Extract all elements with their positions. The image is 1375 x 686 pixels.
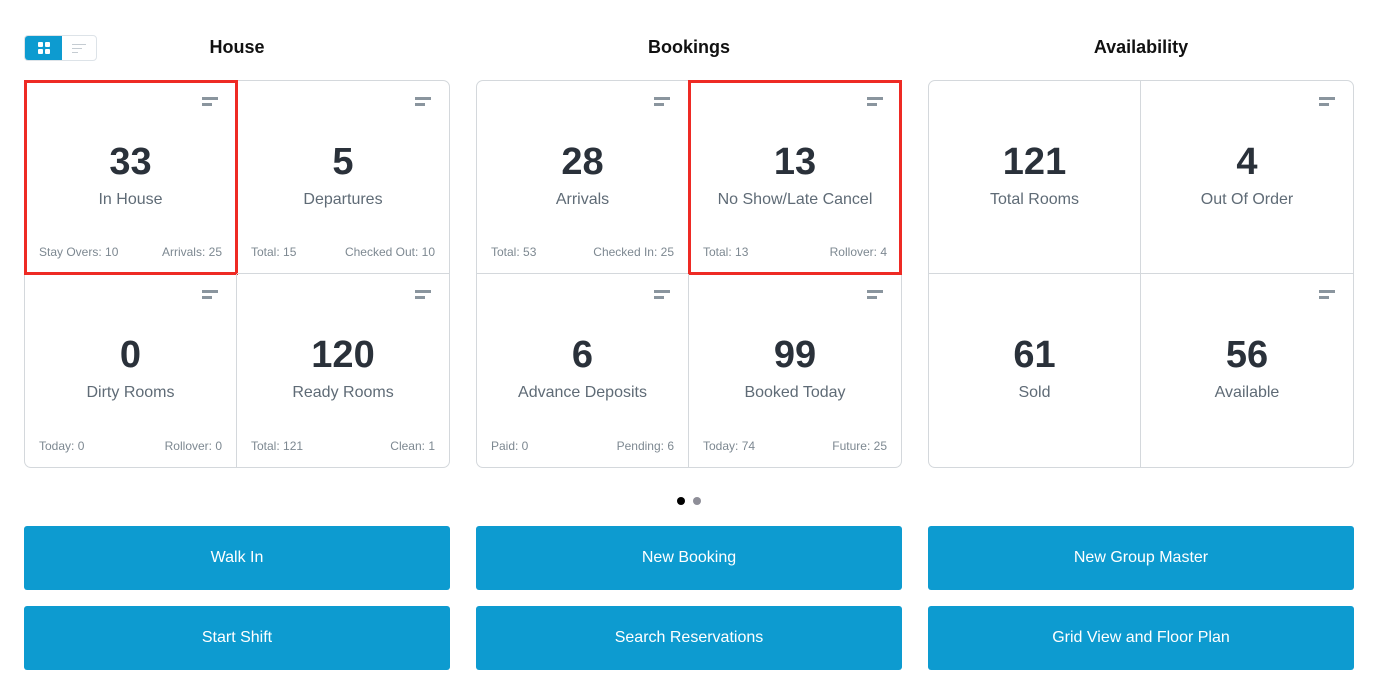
stat-card[interactable]: 13 No Show/Late Cancel Total: 13 Rollover: … xyxy=(688,80,902,275)
stat-card[interactable]: 121 Total Rooms xyxy=(929,81,1141,274)
stat-card[interactable]: 33 In House Stay Overs: 10 Arrivals: 25 xyxy=(24,80,238,275)
new-booking-button[interactable]: New Booking xyxy=(476,526,902,590)
stat-sub-left: Paid: 0 xyxy=(491,439,529,453)
grid-view-button[interactable] xyxy=(25,36,62,60)
new-group-master-button[interactable]: New Group Master xyxy=(928,526,1354,590)
stat-value: 33 xyxy=(109,141,152,183)
stat-value: 28 xyxy=(561,141,604,183)
stat-value: 4 xyxy=(1236,141,1258,183)
filter-menu-icon[interactable] xyxy=(202,290,218,302)
filter-menu-icon[interactable] xyxy=(867,97,883,109)
stat-sub-left: Total: 121 xyxy=(251,439,304,453)
stat-footer: Total: 13 Rollover: 4 xyxy=(703,245,887,259)
stat-value: 120 xyxy=(311,334,375,376)
stat-sub-left: Total: 13 xyxy=(703,245,749,259)
stat-label: Arrivals xyxy=(555,191,610,208)
stat-sub-right: Checked Out: 10 xyxy=(344,245,435,259)
filter-menu-icon[interactable] xyxy=(415,290,431,302)
stat-card[interactable]: 61 Sold xyxy=(929,274,1141,467)
stat-card[interactable]: 0 Dirty Rooms Today: 0 Rollover: 0 xyxy=(25,274,237,467)
walk-in-button[interactable]: Walk In xyxy=(24,526,450,590)
page-dot-1[interactable] xyxy=(677,497,685,505)
stat-sub-right: Checked In: 25 xyxy=(593,245,674,259)
grid-icon xyxy=(37,42,50,54)
filter-menu-icon[interactable] xyxy=(202,97,218,109)
stat-value: 61 xyxy=(1013,334,1056,376)
stat-label: Advance Deposits xyxy=(518,384,647,401)
stat-footer: Today: 74 Future: 25 xyxy=(703,439,887,453)
stat-sub-right: Future: 25 xyxy=(832,439,887,453)
stat-label: Booked Today xyxy=(744,384,846,401)
stat-sub-left: Total: 53 xyxy=(491,245,537,259)
view-toggle xyxy=(24,35,97,61)
group-house: 33 In House Stay Overs: 10 Arrivals: 25 5 Dep… xyxy=(24,80,450,468)
group-availability: 121 Total Rooms 4 Out Of Order 61 Sold 56 Avail… xyxy=(928,80,1354,468)
group-bookings: 28 Arrivals Total: 53 Checked In: 25 13 No Sh… xyxy=(476,80,902,468)
search-reservations-button[interactable]: Search Reservations xyxy=(476,606,902,670)
filter-menu-icon[interactable] xyxy=(654,97,670,109)
stat-footer: Stay Overs: 10 Arrivals: 25 xyxy=(39,245,222,259)
stat-footer: Today: 0 Rollover: 0 xyxy=(39,439,222,453)
filter-menu-icon[interactable] xyxy=(1319,97,1335,109)
stat-card[interactable]: 6 Advance Deposits Paid: 0 Pending: 6 xyxy=(477,274,689,467)
stat-card[interactable]: 28 Arrivals Total: 53 Checked In: 25 xyxy=(477,81,689,274)
group-title: Bookings xyxy=(647,37,730,57)
stat-value: 0 xyxy=(119,334,142,376)
stat-card[interactable]: 5 Departures Total: 15 Checked Out: 10 xyxy=(237,81,449,274)
stat-sub-left: Today: 0 xyxy=(39,439,85,453)
stat-value: 121 xyxy=(1002,141,1067,183)
stat-label: Total Rooms xyxy=(990,191,1079,208)
filter-menu-icon[interactable] xyxy=(415,97,431,109)
stat-value: 56 xyxy=(1225,334,1269,376)
stat-card[interactable]: 99 Booked Today Today: 74 Future: 25 xyxy=(689,274,901,467)
filter-menu-icon[interactable] xyxy=(867,290,883,302)
stat-footer: Paid: 0 Pending: 6 xyxy=(491,439,674,453)
stat-label: No Show/Late Cancel xyxy=(717,191,873,208)
list-view-button[interactable] xyxy=(62,36,96,60)
group-title: House xyxy=(209,37,265,57)
stat-value: 6 xyxy=(571,334,594,376)
stat-sub-right: Rollover: 4 xyxy=(829,245,887,259)
stat-footer: Total: 121 Clean: 1 xyxy=(251,439,435,453)
list-icon xyxy=(72,41,86,56)
stat-sub-left: Today: 74 xyxy=(703,439,756,453)
stat-label: Ready Rooms xyxy=(292,384,394,401)
stat-card[interactable]: 120 Ready Rooms Total: 121 Clean: 1 xyxy=(237,274,449,467)
stat-label: Departures xyxy=(303,191,383,208)
start-shift-button[interactable]: Start Shift xyxy=(24,606,450,670)
group-title: Availability xyxy=(1093,37,1189,57)
filter-menu-icon[interactable] xyxy=(654,290,670,302)
stat-label: Available xyxy=(1214,384,1280,401)
grid-view-and-floor-plan-button[interactable]: Grid View and Floor Plan xyxy=(928,606,1354,670)
stat-sub-left: Total: 15 xyxy=(251,245,297,259)
stat-card[interactable]: 4 Out Of Order xyxy=(1141,81,1353,274)
stat-sub-right: Arrivals: 25 xyxy=(161,245,222,259)
stat-footer: Total: 53 Checked In: 25 xyxy=(491,245,674,259)
stat-label: Dirty Rooms xyxy=(86,384,175,401)
stat-card[interactable]: 56 Available xyxy=(1141,274,1353,467)
stat-sub-right: Pending: 6 xyxy=(616,439,674,453)
stat-sub-right: Rollover: 0 xyxy=(164,439,222,453)
stat-sub-left: Stay Overs: 10 xyxy=(39,245,119,259)
stat-value: 5 xyxy=(332,141,354,183)
stat-label: Out Of Order xyxy=(1200,191,1294,208)
page-dot-2[interactable] xyxy=(693,497,701,505)
pagination-dots xyxy=(677,497,701,505)
stat-label: In House xyxy=(98,191,163,208)
stat-value: 99 xyxy=(773,334,817,376)
filter-menu-icon[interactable] xyxy=(1319,290,1335,302)
stat-sub-right: Clean: 1 xyxy=(390,439,435,453)
stat-footer: Total: 15 Checked Out: 10 xyxy=(251,245,435,259)
stat-value: 13 xyxy=(773,141,817,183)
stat-label: Sold xyxy=(1018,384,1051,401)
